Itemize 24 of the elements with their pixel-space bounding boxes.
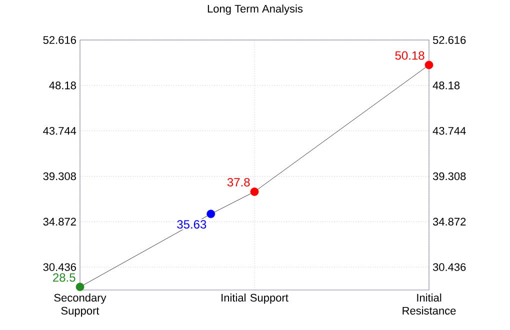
y2-tick-label: 43.744 (432, 126, 466, 135)
data-label: 50.18 (395, 51, 424, 60)
chart-title: Long Term Analysis (208, 4, 303, 15)
x-tick-label: Initial Support (222, 294, 288, 304)
x-tick-label: Secondary Support (54, 294, 106, 317)
point (76, 282, 84, 292)
y-tick-label: 52.616 (43, 36, 76, 44)
y2-tick-label: 34.872 (432, 218, 466, 226)
y2-tick-label: 39.308 (432, 172, 466, 180)
data-label: 28.5 (53, 273, 76, 282)
y2-tick-label: 30.436 (432, 263, 466, 271)
y-tick-label: 30.436 (43, 263, 76, 271)
point (250, 188, 259, 196)
x-tick-label: Initial Resistance (402, 294, 456, 315)
y-tick-label: 48.18 (49, 82, 76, 90)
y-tick-label: 34.872 (43, 218, 76, 226)
y-tick-label: 39.308 (43, 172, 76, 180)
data-label: 37.8 (227, 178, 250, 186)
y2-tick-label: 48.18 (432, 82, 460, 90)
y-tick-label: 43.744 (43, 126, 76, 135)
data-label: 35.63 (177, 220, 206, 229)
point (424, 60, 434, 70)
point (206, 210, 216, 218)
y2-tick-label: 52.616 (432, 36, 466, 44)
